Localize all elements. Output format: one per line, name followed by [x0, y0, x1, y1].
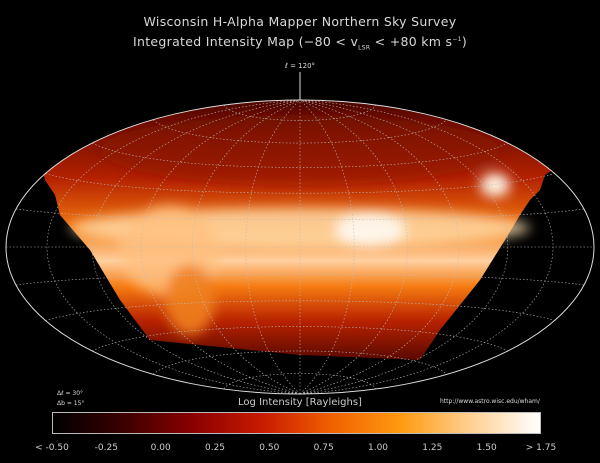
- colorbar-tick-label: 0.75: [313, 443, 334, 453]
- title-line-2: Integrated Intensity Map (−80 < vLSR < +…: [133, 34, 467, 52]
- colorbar-tick-label: -0.25: [94, 443, 118, 453]
- sky-map: [5, 72, 595, 395]
- meridian-line: [299, 99, 355, 395]
- parallel-line: [91, 326, 509, 352]
- colorbar-tick-label: 1.25: [422, 443, 443, 453]
- url-label: http://www.astro.wisc.edu/wham/: [440, 398, 540, 405]
- colorbar-tick-label: < -0.50: [35, 443, 69, 453]
- meridian-line: [299, 99, 408, 395]
- colorbar-tick-label: > 1.75: [525, 443, 557, 453]
- parallel-line: [91, 142, 509, 168]
- center-longitude-label: ℓ = 120°: [284, 62, 316, 70]
- parallel-line: [45, 300, 555, 321]
- title-line-1: Wisconsin H-Alpha Mapper Northern Sky Su…: [143, 14, 457, 29]
- colorbar-tick-label: 0.00: [150, 443, 171, 453]
- parallel-line: [15, 273, 585, 286]
- coordinate-grid: [6, 99, 594, 395]
- delta-l-label: Δℓ = 30°: [57, 390, 84, 397]
- colorbar-tick-label: 0.25: [204, 443, 226, 453]
- colorbar-title: Log Intensity [Rayleighs]: [238, 397, 362, 408]
- parallel-line: [152, 350, 448, 375]
- parallel-line: [152, 119, 448, 144]
- colorbar: [52, 412, 541, 434]
- colorbar-tick-label: 1.00: [367, 443, 389, 453]
- parallel-line: [45, 173, 555, 194]
- colorbar-tick-label: 0.50: [259, 443, 280, 453]
- meridian-line: [299, 99, 509, 395]
- delta-b-label: Δb = 15°: [57, 400, 85, 407]
- colorbar-tick-label: 1.50: [476, 443, 497, 453]
- parallel-line: [15, 208, 585, 221]
- meridian-line: [299, 99, 460, 395]
